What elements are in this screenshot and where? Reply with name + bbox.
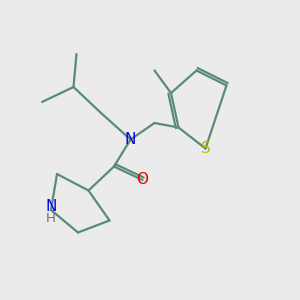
Text: N: N <box>125 132 136 147</box>
Text: S: S <box>201 141 210 156</box>
Text: N: N <box>45 199 57 214</box>
Text: O: O <box>136 172 148 188</box>
Text: H: H <box>46 212 56 226</box>
